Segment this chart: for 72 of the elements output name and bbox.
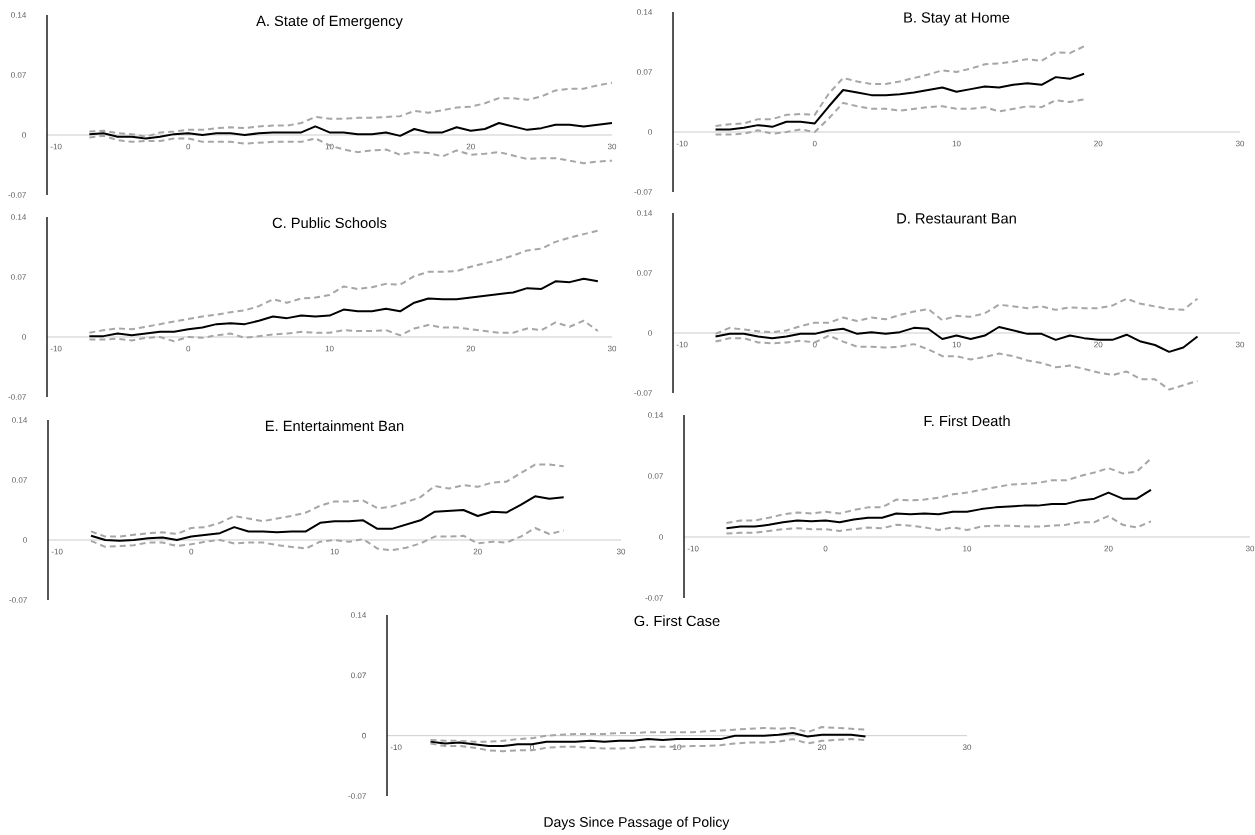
chart-title: C. Public Schools <box>272 217 387 229</box>
x-tick-label: -10 <box>50 345 62 352</box>
x-tick-label: 0 <box>186 143 191 150</box>
y-tick-label: 0.14 <box>12 417 28 423</box>
y-tick-label: 0.07 <box>637 69 652 75</box>
y-tick-label: 0.14 <box>11 12 27 18</box>
x-tick-label: 30 <box>607 345 617 352</box>
x-tick-label: -10 <box>50 143 62 150</box>
y-tick-label: 0.07 <box>12 477 27 483</box>
x-tick-label: 20 <box>817 744 827 751</box>
y-tick-label: 0 <box>23 537 27 543</box>
x-tick-label: 30 <box>607 143 617 150</box>
y-tick-label: 0.07 <box>637 270 652 276</box>
x-tick-label: -10 <box>676 140 688 147</box>
y-tick-label: 0.07 <box>11 72 26 78</box>
y-tick-label: -0.07 <box>645 595 663 601</box>
x-tick-label: 20 <box>473 548 482 555</box>
x-tick-label: 20 <box>466 143 475 150</box>
chart-title: A. State of Emergency <box>256 15 403 29</box>
x-tick-label: 30 <box>616 548 626 555</box>
x-tick-label: 10 <box>952 341 961 348</box>
y-tick-label: 0.14 <box>11 214 27 220</box>
x-tick-label: 20 <box>1094 341 1103 348</box>
x-tick-label: 30 <box>1235 341 1245 348</box>
x-tick-label: 0 <box>530 744 534 751</box>
y-tick-label: 0.07 <box>11 274 26 280</box>
x-tick-label: 0 <box>186 345 191 352</box>
line-series <box>714 45 1086 127</box>
y-tick-label: 0.14 <box>637 210 653 216</box>
x-tick-label: -10 <box>51 548 63 555</box>
y-tick-label: -0.07 <box>634 390 652 396</box>
y-tick-label: -0.07 <box>348 793 366 799</box>
x-tick-label: 30 <box>1235 140 1245 147</box>
x-tick-label: 10 <box>952 140 961 147</box>
x-tick-label: 20 <box>1104 545 1113 552</box>
x-tick-label: 10 <box>325 345 334 352</box>
chart-title: D. Restaurant Ban <box>897 213 1016 224</box>
x-tick-label: -10 <box>687 545 699 552</box>
x-tick-label: 30 <box>962 744 972 751</box>
y-tick-label: 0.14 <box>637 9 653 15</box>
x-tick-label: -10 <box>676 341 688 348</box>
y-tick-label: 0.14 <box>648 412 664 418</box>
line-series <box>714 72 1086 131</box>
y-tick-label: 0.07 <box>351 672 366 679</box>
y-tick-label: 0 <box>648 129 652 135</box>
y-tick-label: -0.07 <box>8 394 26 400</box>
y-tick-label: 0 <box>22 132 26 138</box>
chart-title: G. First Case <box>634 615 720 627</box>
y-tick-label: 0 <box>659 534 663 540</box>
line-series <box>714 334 1199 391</box>
x-tick-label: 20 <box>1094 140 1103 147</box>
x-tick-label: 0 <box>189 548 194 555</box>
y-tick-label: 0.14 <box>351 612 367 618</box>
x-tick-label: 0 <box>812 140 817 147</box>
y-tick-label: -0.07 <box>9 597 27 603</box>
x-tick-label: 10 <box>963 545 972 552</box>
chart-title: F. First Death <box>924 415 1010 427</box>
x-tick-label: -10 <box>390 744 402 751</box>
line-series <box>725 488 1152 530</box>
chart-title: B. Stay at Home <box>904 12 1010 26</box>
x-tick-label: 10 <box>330 548 339 555</box>
y-tick-label: -0.07 <box>634 189 652 195</box>
x-axis-title: Days Since Passage of Policy <box>544 816 730 830</box>
y-tick-label: 0 <box>648 330 652 336</box>
x-tick-label: 20 <box>466 345 475 352</box>
chart-title: E. Entertainment Ban <box>266 420 404 432</box>
y-tick-label: 0.07 <box>648 473 663 479</box>
y-tick-label: 0 <box>362 732 366 739</box>
y-tick-label: -0.07 <box>8 192 26 198</box>
y-tick-label: 0 <box>22 334 26 340</box>
x-tick-label: 0 <box>823 545 828 552</box>
x-tick-label: 30 <box>1245 545 1255 552</box>
